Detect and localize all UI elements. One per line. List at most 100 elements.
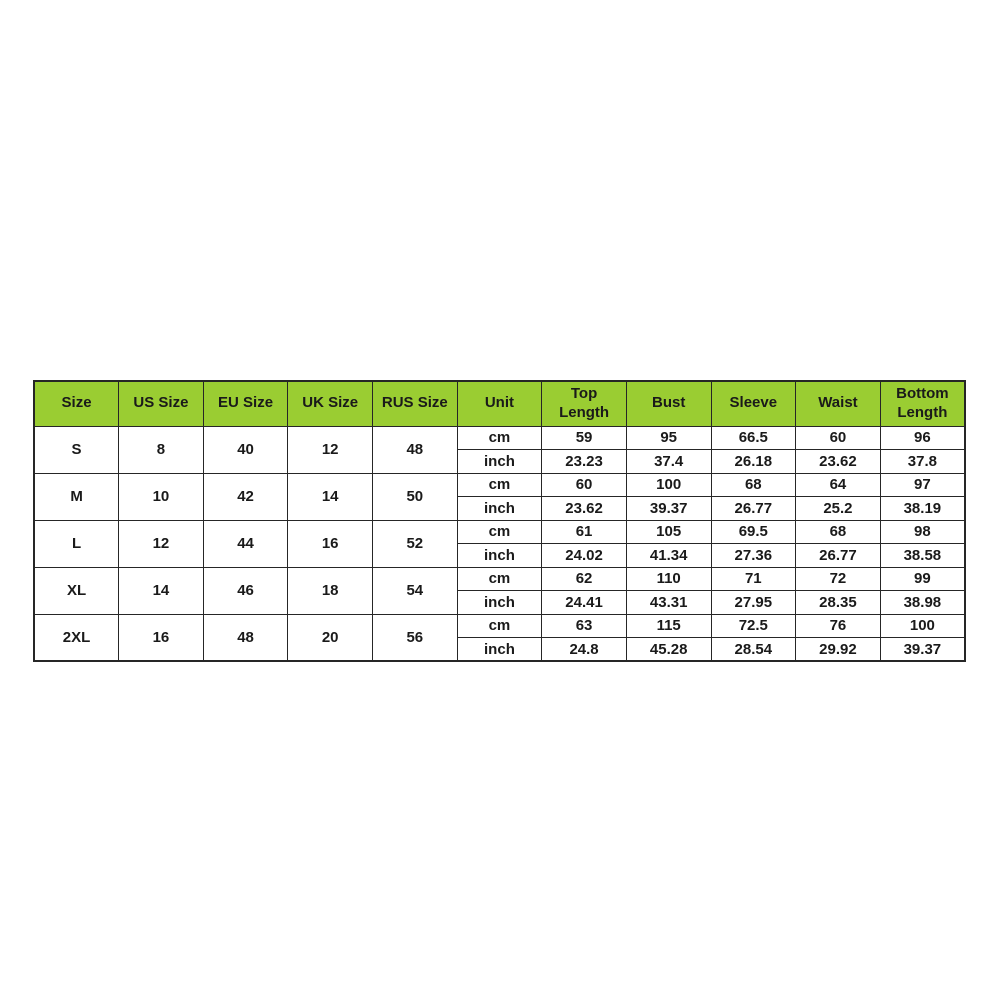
cell-eu-size: 42: [202, 472, 289, 521]
size-chart-head: Size US Size EU Size UK Size RUS Size Unit Top…: [33, 380, 966, 427]
cell-measurement: 68: [710, 472, 797, 497]
cell-measurement: 63: [541, 613, 627, 638]
cell-measurement: 28.54: [710, 637, 797, 662]
cell-measurement: 37.4: [625, 449, 712, 474]
cell-us-size: 8: [118, 425, 204, 474]
cell-measurement: 98: [879, 519, 966, 544]
column-header-uk-size: UK Size: [287, 380, 373, 427]
cell-measurement: 60: [795, 425, 881, 450]
size-chart-container: Size US Size EU Size UK Size RUS Size Unit Top…: [33, 380, 966, 662]
cell-us-size: 12: [118, 519, 204, 568]
cell-size: S: [33, 425, 120, 474]
cell-measurement: 43.31: [625, 590, 712, 615]
cell-rus-size: 54: [372, 566, 458, 615]
table-row: inch 24.02 41.34 27.36 26.77 38.58: [34, 543, 966, 568]
cell-measurement: 26.77: [795, 543, 881, 568]
size-chart-header-row: Size US Size EU Size UK Size RUS Size Unit Top…: [33, 380, 966, 427]
cell-measurement: 27.36: [710, 543, 797, 568]
cell-measurement: 61: [541, 519, 627, 544]
cell-uk-size: 14: [287, 472, 373, 521]
table-row: XL 14 46 18 54 cm 62 110 71 72 99: [33, 566, 966, 615]
size-chart-body: S 8 40 12 48 cm 59 95 66.5 60 96 inch 23.23 37.4 26.18…: [33, 425, 966, 662]
table-row: inch 24.41 43.31 27.95 28.35 38.98: [34, 590, 966, 615]
cell-unit: inch: [456, 496, 543, 521]
cell-measurement: 72: [795, 566, 881, 591]
column-header-bust: Bust: [625, 380, 712, 427]
cell-size: XL: [33, 566, 120, 615]
cell-measurement: 97: [879, 472, 966, 497]
cell-us-size: 14: [118, 566, 204, 615]
column-header-eu-size: EU Size: [202, 380, 289, 427]
column-header-bottom-length: Bottom Length: [879, 380, 966, 427]
column-header-size: Size: [33, 380, 120, 427]
cell-measurement: 39.37: [625, 496, 712, 521]
cell-unit: inch: [456, 543, 543, 568]
table-row: inch 23.23 37.4 26.18 23.62 37.8: [34, 449, 966, 474]
cell-uk-size: 18: [287, 566, 373, 615]
cell-measurement: 59: [541, 425, 627, 450]
cell-measurement: 26.18: [710, 449, 797, 474]
cell-measurement: 28.35: [795, 590, 881, 615]
cell-unit: inch: [456, 590, 543, 615]
cell-rus-size: 50: [372, 472, 458, 521]
cell-size: 2XL: [33, 613, 120, 662]
cell-measurement: 24.41: [541, 590, 627, 615]
column-header-sleeve: Sleeve: [710, 380, 797, 427]
cell-unit: inch: [456, 449, 543, 474]
cell-measurement: 99: [879, 566, 966, 591]
cell-unit: cm: [456, 613, 543, 638]
cell-measurement: 95: [625, 425, 712, 450]
table-row: 2XL 16 48 20 56 cm 63 115 72.5 76 100: [33, 613, 966, 662]
cell-measurement: 45.28: [625, 637, 712, 662]
table-row: inch 24.8 45.28 28.54 29.92 39.37: [34, 637, 966, 662]
table-row: M 10 42 14 50 cm 60 100 68 64 97: [33, 472, 966, 521]
cell-measurement: 115: [625, 613, 712, 638]
cell-rus-size: 52: [372, 519, 458, 568]
cell-measurement: 39.37: [879, 637, 966, 662]
cell-uk-size: 16: [287, 519, 373, 568]
size-chart: Size US Size EU Size UK Size RUS Size Unit Top…: [33, 380, 966, 662]
cell-uk-size: 12: [287, 425, 373, 474]
cell-measurement: 68: [795, 519, 881, 544]
cell-measurement: 69.5: [710, 519, 797, 544]
cell-uk-size: 20: [287, 613, 373, 662]
cell-measurement: 23.62: [541, 496, 627, 521]
cell-measurement: 38.19: [879, 496, 966, 521]
cell-eu-size: 44: [202, 519, 289, 568]
column-header-rus-size: RUS Size: [372, 380, 458, 427]
cell-eu-size: 40: [202, 425, 289, 474]
cell-rus-size: 56: [372, 613, 458, 662]
cell-measurement: 38.58: [879, 543, 966, 568]
cell-measurement: 41.34: [625, 543, 712, 568]
cell-measurement: 105: [625, 519, 712, 544]
cell-size: M: [33, 472, 120, 521]
column-header-unit: Unit: [456, 380, 543, 427]
column-header-waist: Waist: [795, 380, 881, 427]
table-row: L 12 44 16 52 cm 61 105 69.5 68 98: [33, 519, 966, 568]
cell-measurement: 26.77: [710, 496, 797, 521]
cell-size: L: [33, 519, 120, 568]
cell-measurement: 64: [795, 472, 881, 497]
cell-unit: cm: [456, 566, 543, 591]
table-row: S 8 40 12 48 cm 59 95 66.5 60 96: [33, 425, 966, 474]
cell-measurement: 72.5: [710, 613, 797, 638]
cell-measurement: 96: [879, 425, 966, 450]
cell-measurement: 27.95: [710, 590, 797, 615]
cell-measurement: 60: [541, 472, 627, 497]
cell-measurement: 71: [710, 566, 797, 591]
cell-unit: cm: [456, 472, 543, 497]
cell-measurement: 23.62: [795, 449, 881, 474]
cell-us-size: 16: [118, 613, 204, 662]
cell-measurement: 110: [625, 566, 712, 591]
cell-unit: cm: [456, 519, 543, 544]
cell-measurement: 100: [625, 472, 712, 497]
table-row: inch 23.62 39.37 26.77 25.2 38.19: [34, 496, 966, 521]
cell-measurement: 37.8: [879, 449, 966, 474]
cell-measurement: 76: [795, 613, 881, 638]
cell-rus-size: 48: [372, 425, 458, 474]
cell-unit: cm: [456, 425, 543, 450]
cell-eu-size: 46: [202, 566, 289, 615]
cell-measurement: 25.2: [795, 496, 881, 521]
column-header-us-size: US Size: [118, 380, 204, 427]
cell-measurement: 62: [541, 566, 627, 591]
